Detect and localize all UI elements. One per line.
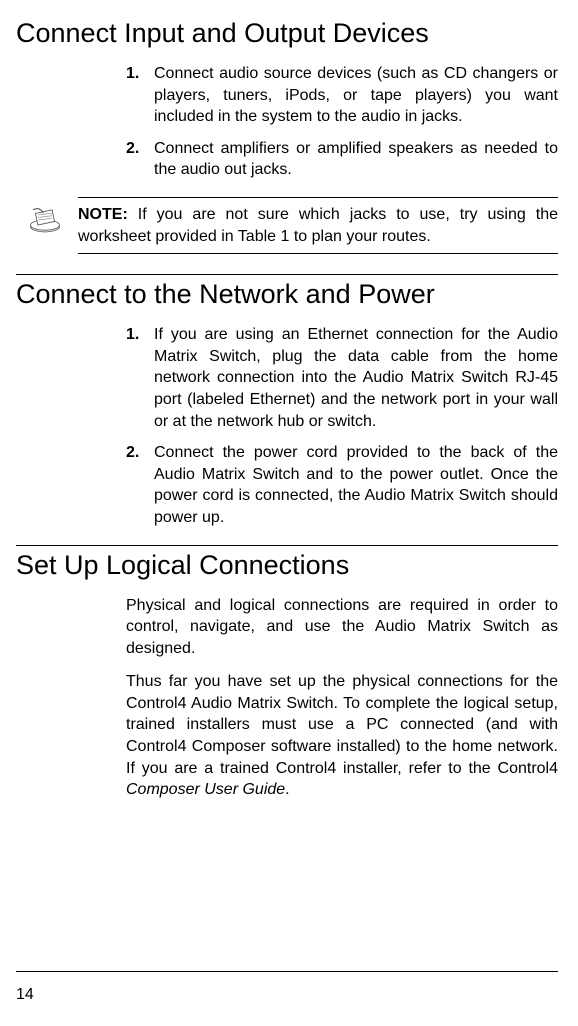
- list-text: If you are using an Ethernet connection …: [154, 324, 558, 432]
- note-label: NOTE:: [78, 206, 128, 223]
- divider: [16, 545, 558, 546]
- note-row: NOTE: If you are not sure which jacks to…: [16, 204, 558, 247]
- list-item: 1. Connect audio source devices (such as…: [126, 63, 558, 128]
- page-number: 14: [16, 986, 558, 1004]
- list-item: 2. Connect amplifiers or amplified speak…: [126, 138, 558, 181]
- note-block: NOTE: If you are not sure which jacks to…: [16, 197, 558, 254]
- list-item: 1. If you are using an Ethernet connecti…: [126, 324, 558, 432]
- list-number: 2.: [126, 442, 154, 528]
- heading-connect-io: Connect Input and Output Devices: [16, 18, 558, 49]
- list-text: Connect the power cord provided to the b…: [154, 442, 558, 528]
- divider: [78, 253, 558, 254]
- list-number: 2.: [126, 138, 154, 181]
- text-italic: Composer User Guide: [126, 781, 285, 798]
- list-item: 2. Connect the power cord provided to th…: [126, 442, 558, 528]
- heading-logical-connections: Set Up Logical Connections: [16, 550, 558, 581]
- divider: [16, 971, 558, 972]
- note-body: If you are not sure which jacks to use, …: [78, 206, 558, 245]
- list-network-power: 1. If you are using an Ethernet connecti…: [126, 324, 558, 528]
- list-number: 1.: [126, 63, 154, 128]
- text-run: Thus far you have set up the physical co…: [126, 673, 558, 776]
- divider: [16, 274, 558, 275]
- list-text: Connect audio source devices (such as CD…: [154, 63, 558, 128]
- footer: 14: [16, 971, 558, 1004]
- divider: [78, 197, 558, 198]
- list-text: Connect amplifiers or amplified speakers…: [154, 138, 558, 181]
- list-connect-io: 1. Connect audio source devices (such as…: [126, 63, 558, 181]
- paragraph: Physical and logical connections are req…: [126, 595, 558, 660]
- note-icon: [16, 204, 78, 234]
- paragraph: Thus far you have set up the physical co…: [126, 671, 558, 801]
- note-text: NOTE: If you are not sure which jacks to…: [78, 204, 558, 247]
- text-run: .: [285, 781, 289, 798]
- heading-network-power: Connect to the Network and Power: [16, 279, 558, 310]
- list-number: 1.: [126, 324, 154, 432]
